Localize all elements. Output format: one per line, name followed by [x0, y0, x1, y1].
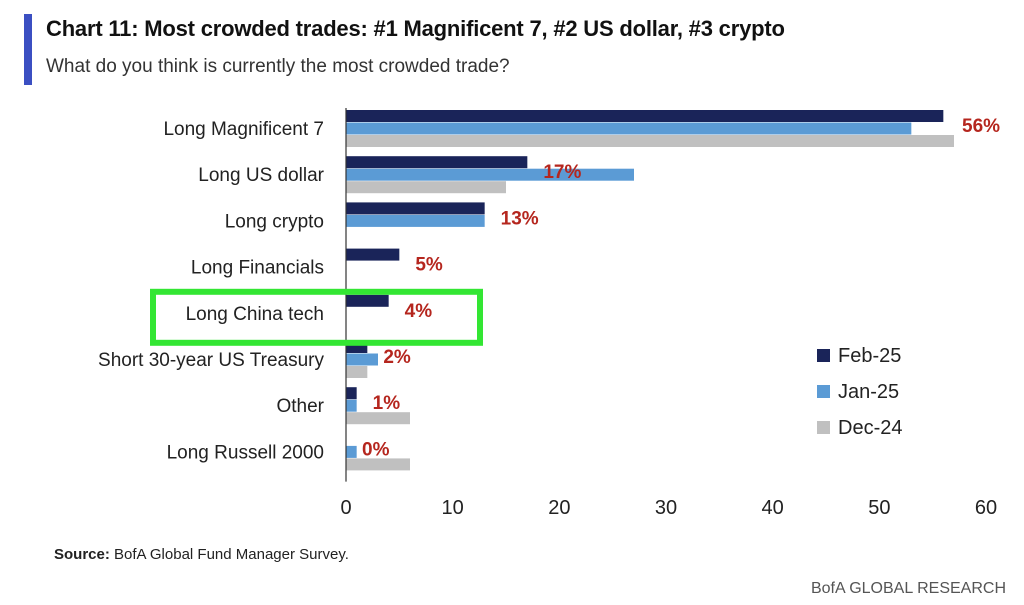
bar-jan-25-5: [346, 353, 378, 366]
bar-dec-24-1: [346, 181, 506, 194]
x-tick-label: 20: [548, 497, 570, 519]
category-label: Long Russell 2000: [167, 442, 324, 463]
data-label: 13%: [501, 208, 539, 229]
data-label: 4%: [405, 301, 433, 322]
source-label: Source:: [54, 546, 110, 563]
bar-jan-25-6: [346, 399, 357, 412]
legend-swatch-dec-24: [817, 421, 830, 434]
category-label: Long US dollar: [198, 165, 324, 186]
data-label: 1%: [373, 393, 401, 414]
x-tick-label: 40: [762, 497, 784, 519]
category-label: Long Financials: [191, 258, 324, 279]
brand-footer: BofA GLOBAL RESEARCH: [810, 580, 1006, 597]
chart-subtitle: What do you think is currently the most …: [46, 56, 510, 77]
x-tick-label: 60: [975, 497, 997, 519]
data-label: 56%: [962, 116, 1000, 137]
legend-swatch-feb-25: [817, 349, 830, 362]
bar-feb-25-1: [346, 156, 528, 169]
bar-jan-25-0: [346, 122, 912, 135]
bar-dec-24-0: [346, 135, 954, 147]
bar-jan-25-7: [346, 445, 357, 458]
chart-title: Chart 11: Most crowded trades: #1 Magnif…: [46, 16, 785, 41]
title-accent-bar: [24, 14, 32, 85]
bar-feb-25-6: [346, 387, 357, 400]
data-label: 0%: [362, 439, 390, 460]
legend-label: Dec-24: [838, 417, 902, 439]
x-tick-label: 10: [442, 497, 464, 519]
bar-jan-25-1: [346, 168, 634, 181]
legend-label: Feb-25: [838, 345, 901, 367]
bar-dec-24-6: [346, 412, 410, 425]
bar-feb-25-0: [346, 110, 944, 122]
data-label: 17%: [543, 162, 581, 183]
source-note: Source: BofA Global Fund Manager Survey.: [54, 546, 349, 563]
legend-swatch-jan-25: [817, 385, 830, 398]
bar-dec-24-5: [346, 366, 368, 378]
source-text: BofA Global Fund Manager Survey.: [109, 546, 349, 563]
x-tick-label: 0: [340, 497, 351, 519]
data-label: 5%: [415, 255, 443, 276]
bar-feb-25-2: [346, 202, 485, 215]
bar-dec-24-7: [346, 458, 410, 471]
category-label: Short 30-year US Treasury: [98, 350, 324, 371]
category-label: Long crypto: [225, 211, 324, 232]
category-label: Long China tech: [186, 304, 324, 325]
bar-feb-25-3: [346, 248, 400, 261]
x-tick-label: 50: [868, 497, 890, 519]
bar-jan-25-2: [346, 214, 485, 227]
data-label: 2%: [383, 347, 411, 368]
x-tick-label: 30: [655, 497, 677, 519]
bar-feb-25-4: [346, 294, 389, 307]
category-label: Other: [276, 396, 324, 417]
bar-chart: Long Magnificent 7 56% Long US dollar 17% Lo…: [98, 108, 1000, 519]
highlight-box: [150, 288, 483, 346]
category-label: Long Magnificent 7: [163, 119, 324, 140]
legend-label: Jan-25: [838, 381, 899, 403]
